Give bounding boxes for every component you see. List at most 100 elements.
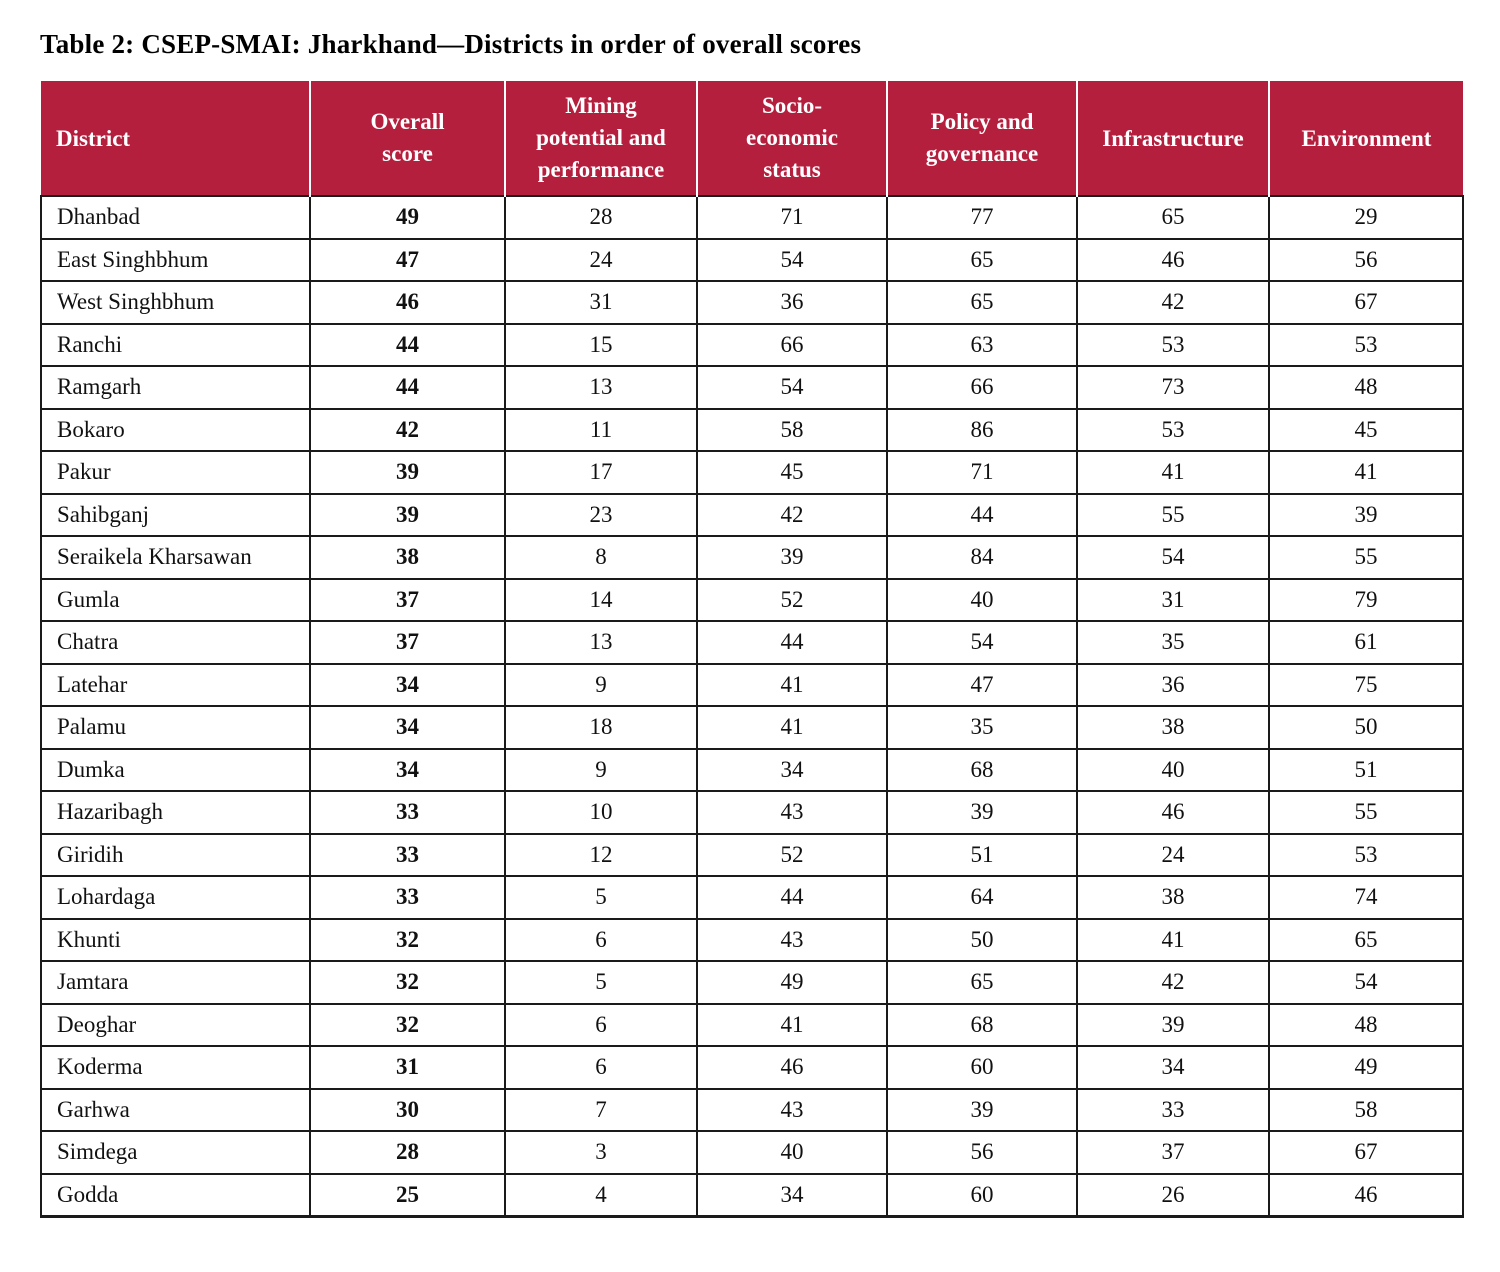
cell-overall-score: 38 [309,535,506,580]
table-title: Table 2: CSEP-SMAI: Jharkhand—Districts … [40,29,862,59]
cell-socio-score: 71 [696,195,888,240]
cell-policy-score: 65 [886,237,1078,282]
cell-infrastructure-score: 37 [1076,1130,1270,1175]
table-row: Seraikela Kharsawan 38 8 39 84 54 55 [40,535,1464,580]
cell-mining-score: 4 [504,1172,698,1218]
cell-infrastructure-score: 42 [1076,280,1270,325]
table-row: Jamtara 32 5 49 65 42 54 [40,960,1464,1005]
cell-overall-score: 33 [309,832,506,877]
cell-mining-score: 23 [504,492,698,537]
cell-environment-score: 45 [1268,407,1464,452]
cell-socio-score: 52 [696,577,888,622]
cell-policy-score: 39 [886,1087,1078,1132]
table-row: Bokaro 42 11 58 86 53 45 [40,407,1464,452]
col-header-policy-governance: Policy and governance [886,81,1077,196]
cell-environment-score: 41 [1268,450,1464,495]
cell-district-name: Pakur [40,450,311,495]
cell-infrastructure-score: 36 [1076,662,1270,707]
cell-mining-score: 17 [504,450,698,495]
cell-socio-score: 39 [696,535,888,580]
cell-environment-score: 39 [1268,492,1464,537]
cell-infrastructure-score: 34 [1076,1045,1270,1090]
cell-district-name: Lohardaga [40,875,311,920]
cell-infrastructure-score: 65 [1076,195,1270,240]
cell-environment-score: 61 [1268,620,1464,665]
cell-environment-score: 74 [1268,875,1464,920]
cell-policy-score: 56 [886,1130,1078,1175]
cell-district-name: Dumka [40,747,311,792]
cell-overall-score: 30 [309,1087,506,1132]
cell-policy-score: 51 [886,832,1078,877]
cell-socio-score: 52 [696,832,888,877]
cell-socio-score: 41 [696,705,888,750]
cell-socio-score: 49 [696,960,888,1005]
cell-mining-score: 6 [504,1045,698,1090]
cell-environment-score: 48 [1268,365,1464,410]
cell-socio-score: 43 [696,790,888,835]
cell-infrastructure-score: 53 [1076,407,1270,452]
col-header-environment: Environment [1268,81,1463,196]
cell-mining-score: 5 [504,960,698,1005]
cell-mining-score: 7 [504,1087,698,1132]
cell-district-name: West Singhbhum [40,280,311,325]
cell-environment-score: 65 [1268,917,1464,962]
cell-socio-score: 58 [696,407,888,452]
cell-district-name: Giridih [40,832,311,877]
table-row: Latehar 34 9 41 47 36 75 [40,662,1464,707]
cell-overall-score: 44 [309,322,506,367]
cell-overall-score: 47 [309,237,506,282]
cell-environment-score: 48 [1268,1002,1464,1047]
cell-infrastructure-score: 53 [1076,322,1270,367]
cell-district-name: Khunti [40,917,311,962]
table-row: Giridih 33 12 52 51 24 53 [40,832,1464,877]
cell-socio-score: 41 [696,662,888,707]
cell-socio-score: 36 [696,280,888,325]
cell-infrastructure-score: 38 [1076,875,1270,920]
cell-district-name: Palamu [40,705,311,750]
cell-district-name: Sahibganj [40,492,311,537]
cell-overall-score: 34 [309,747,506,792]
cell-socio-score: 54 [696,365,888,410]
cell-overall-score: 46 [309,280,506,325]
cell-policy-score: 54 [886,620,1078,665]
cell-policy-score: 64 [886,875,1078,920]
cell-district-name: Chatra [40,620,311,665]
cell-socio-score: 43 [696,917,888,962]
cell-infrastructure-score: 54 [1076,535,1270,580]
cell-overall-score: 34 [309,705,506,750]
table-row: Hazaribagh 33 10 43 39 46 55 [40,790,1464,835]
cell-mining-score: 8 [504,535,698,580]
table-row: Palamu 34 18 41 35 38 50 [40,705,1464,750]
cell-socio-score: 44 [696,620,888,665]
cell-policy-score: 77 [886,195,1078,240]
col-header-mining-potential: Mining potential and performance [504,81,697,196]
table-row: Sahibganj 39 23 42 44 55 39 [40,492,1464,537]
cell-overall-score: 33 [309,875,506,920]
cell-mining-score: 13 [504,365,698,410]
cell-infrastructure-score: 38 [1076,705,1270,750]
table-row: East Singhbhum 47 24 54 65 46 56 [40,237,1464,282]
cell-infrastructure-score: 39 [1076,1002,1270,1047]
cell-infrastructure-score: 55 [1076,492,1270,537]
cell-policy-score: 84 [886,535,1078,580]
cell-district-name: Latehar [40,662,311,707]
cell-socio-score: 44 [696,875,888,920]
table-row: Dumka 34 9 34 68 40 51 [40,747,1464,792]
cell-district-name: Ranchi [40,322,311,367]
cell-mining-score: 14 [504,577,698,622]
cell-overall-score: 37 [309,577,506,622]
table-row: Gumla 37 14 52 40 31 79 [40,577,1464,622]
cell-infrastructure-score: 41 [1076,450,1270,495]
cell-environment-score: 75 [1268,662,1464,707]
table-row: Koderma 31 6 46 60 34 49 [40,1045,1464,1090]
cell-policy-score: 40 [886,577,1078,622]
cell-mining-score: 9 [504,747,698,792]
cell-district-name: Godda [40,1172,311,1218]
cell-environment-score: 67 [1268,1130,1464,1175]
cell-policy-score: 50 [886,917,1078,962]
cell-district-name: Seraikela Kharsawan [40,535,311,580]
cell-environment-score: 54 [1268,960,1464,1005]
cell-socio-score: 34 [696,747,888,792]
cell-infrastructure-score: 26 [1076,1172,1270,1218]
